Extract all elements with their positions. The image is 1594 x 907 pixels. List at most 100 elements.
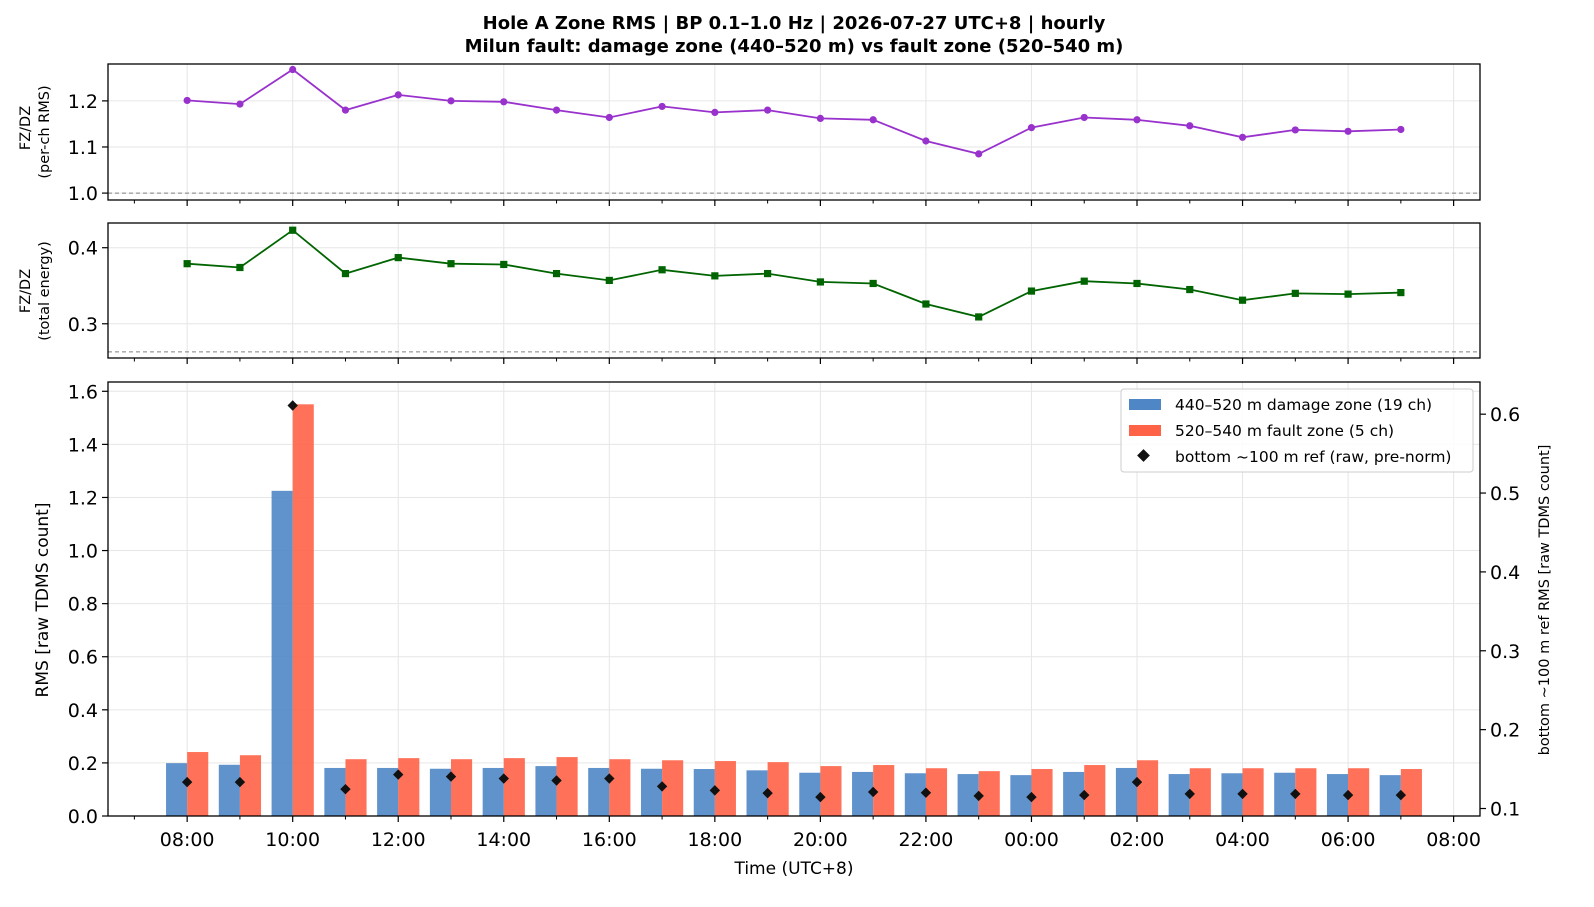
fault-zone-bar (187, 752, 209, 816)
ratio-point (922, 137, 930, 145)
right-y-tick-label: 0.2 (1490, 720, 1520, 742)
x-tick-label: 08:00 (1426, 829, 1481, 851)
x-tick-label: 04:00 (1215, 829, 1270, 851)
fault-zone-bar (503, 758, 525, 816)
ratio-energy-grid (108, 223, 1480, 358)
y-tick-label: 1.2 (68, 487, 98, 509)
damage-zone-bar (482, 767, 504, 816)
damage-zone-bar (218, 764, 240, 816)
reference-marker (234, 776, 246, 788)
reference-marker (181, 776, 193, 788)
damage-zone-bar (271, 490, 293, 816)
fault-zone-bar (767, 762, 789, 816)
legend-label-reference: bottom ~100 m ref (raw, pre-norm) (1175, 448, 1451, 466)
fault-zone-bar (1084, 765, 1106, 816)
x-tick-label: 02:00 (1110, 829, 1165, 851)
ratio-energy-y-ticks: 0.3 0.4 (68, 238, 108, 336)
fault-zone-bar (925, 768, 948, 816)
ratio-point (1397, 125, 1405, 134)
fault-zone-bar (451, 759, 473, 816)
fault-zone-bar (714, 761, 736, 816)
ratio-point (1291, 126, 1299, 134)
right-y-tick-label: 0.3 (1490, 641, 1520, 663)
right-y-tick-label: 0.4 (1490, 562, 1520, 584)
damage-zone-bar (166, 763, 188, 816)
ratio-point (922, 300, 930, 308)
ratio-point (1133, 116, 1141, 124)
x-axis-label: Time (UTC+8) (733, 859, 853, 879)
x-tick-label: 06:00 (1321, 829, 1376, 851)
y-tick-label: 0.4 (68, 238, 98, 260)
ratio-point (711, 272, 719, 280)
ratio-point (1291, 289, 1299, 297)
reference-marker (1131, 776, 1143, 788)
ratio-point (605, 276, 613, 285)
ratio-point (1397, 288, 1405, 297)
fault-zone-bar (1031, 769, 1053, 816)
reference-marker (604, 773, 615, 784)
fault-zone-bar (820, 766, 842, 816)
ratio-rms-panel: 1.0 1.1 1.2 FZ/DZ (per-ch RMS) (18, 63, 1481, 206)
x-tick-label: 16:00 (582, 829, 637, 851)
ratio-point (605, 113, 613, 122)
ratio-point (183, 96, 191, 105)
ratio-point (658, 266, 666, 274)
ratio-point (447, 260, 455, 268)
fault-zone-bar (873, 765, 895, 816)
zone-rms-ylabel-right: bottom ~100 m ref RMS [raw TDMS count] (1537, 445, 1553, 756)
y-tick-label: 1.0 (68, 541, 98, 563)
fault-zone-bar (1295, 768, 1317, 816)
damage-zone-bar (640, 768, 663, 816)
damage-zone-bar (535, 766, 557, 816)
ratio-rms-ylabel-line1: FZ/DZ (18, 106, 34, 150)
zone-rms-y-ticks: 0.0 0.2 0.4 0.6 0.8 1.0 1.2 1.4 1.6 (68, 381, 108, 828)
right-y-tick-label: 0.1 (1490, 799, 1520, 821)
reference-marker (973, 790, 984, 802)
reference-marker (1237, 788, 1248, 800)
reference-marker (445, 771, 457, 782)
ratio-point (394, 91, 402, 99)
reference-marker (1342, 789, 1354, 801)
ratio-point (975, 313, 983, 321)
ratio-point (1344, 290, 1352, 298)
ratio-point (289, 65, 297, 74)
ratio-point (1186, 285, 1194, 294)
right-y-tick-label: 0.6 (1490, 404, 1520, 426)
ratio-point (869, 116, 877, 124)
ratio-point (447, 97, 455, 105)
reference-marker (920, 787, 932, 798)
reference-marker (498, 773, 509, 784)
reference-marker (551, 775, 562, 786)
damage-zone-bar (429, 768, 451, 816)
ratio-rms-y-ticks: 1.0 1.1 1.2 (68, 91, 108, 205)
x-tick-label: 14:00 (476, 829, 531, 851)
ratio-point (1027, 124, 1036, 132)
ratio-point (1080, 113, 1088, 122)
fault-zone-bar (1348, 768, 1370, 816)
x-tick-label: 22:00 (899, 829, 954, 851)
y-tick-label: 0.4 (68, 700, 98, 722)
x-tick-label: 00:00 (1004, 829, 1059, 851)
ratio-rms-markers (183, 65, 1405, 158)
x-tick-label: 18:00 (687, 829, 742, 851)
ratio-point (500, 260, 508, 269)
damage-zone-bar (746, 770, 768, 816)
ratio-point (500, 98, 508, 106)
ratio-point (1344, 127, 1352, 135)
reference-marker (815, 791, 826, 803)
ratio-point (183, 260, 191, 268)
zone-rms-panel: 0.0 0.2 0.4 0.6 0.8 1.0 1.2 1.4 1.6 0.1 0.2 0.3 0.4… (33, 381, 1553, 879)
damage-zone-bar (1221, 773, 1243, 816)
damage-zone-bar (852, 771, 874, 816)
reference-marker (1290, 788, 1301, 800)
reference-markers (181, 400, 1407, 803)
damage-zone-bar (1115, 767, 1137, 816)
damage-zone-bar (1010, 775, 1032, 816)
zone-rms-x-ticks: 08:00 10:00 12:00 14:00 16:00 18:00 20:00 22:00… (133, 816, 1481, 851)
reference-marker (762, 787, 773, 799)
x-tick-label: 12:00 (371, 829, 426, 851)
damage-zone-bar (1379, 775, 1401, 816)
legend-swatch-damage-zone (1129, 399, 1161, 410)
fault-zone-bar (1189, 768, 1211, 816)
ratio-energy-panel: 0.3 0.4 FZ/DZ (total energy) (18, 222, 1481, 364)
